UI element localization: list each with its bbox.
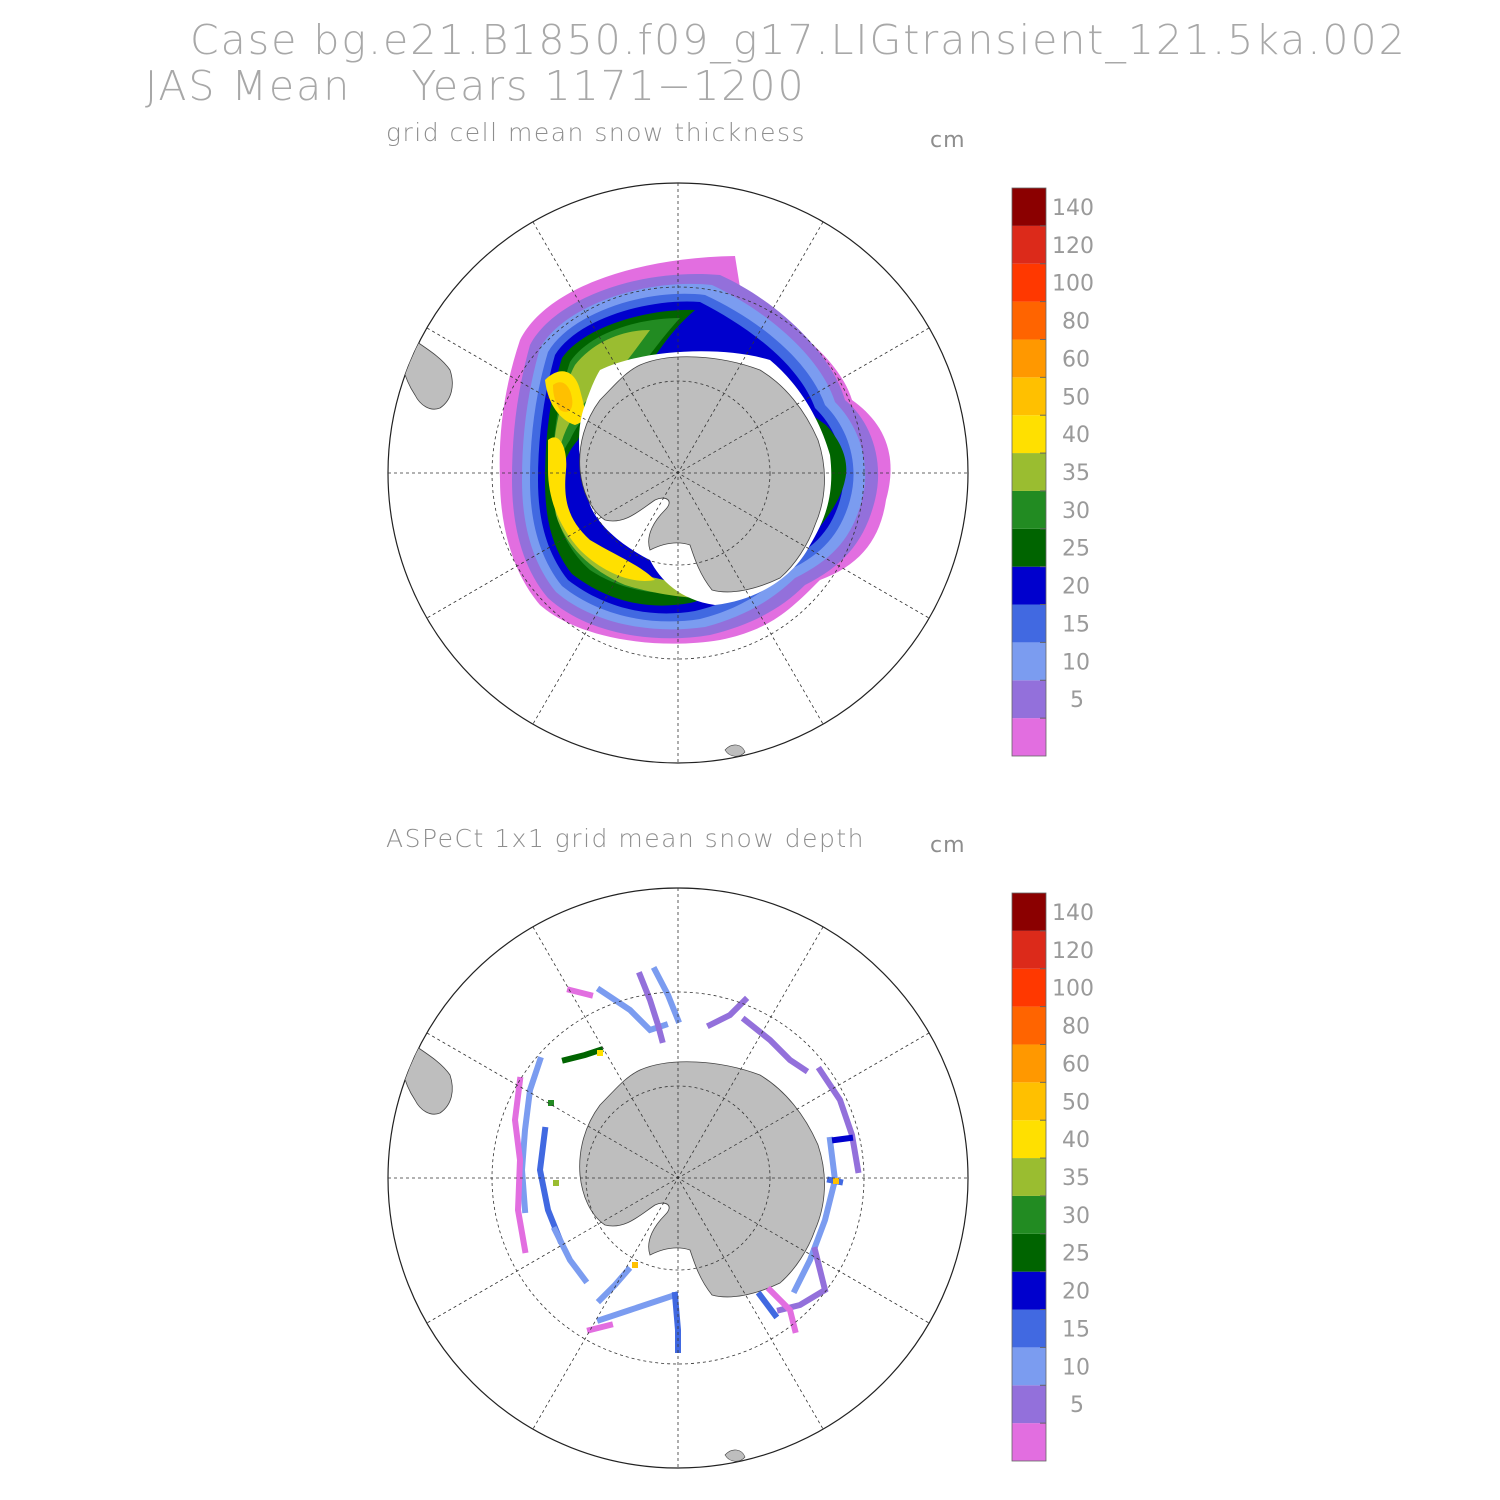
colorbar-label: 15 xyxy=(1062,1317,1090,1342)
band-50-b xyxy=(548,437,655,581)
colorbar-label: 40 xyxy=(1062,423,1090,448)
colorbar-swatch xyxy=(1012,718,1046,756)
colorbar-swatch xyxy=(1012,680,1046,719)
colorbar-label: 10 xyxy=(1062,1355,1090,1380)
colorbar-swatch xyxy=(1012,604,1046,643)
colorbar-label: 20 xyxy=(1062,575,1090,600)
panel2-unit: cm xyxy=(930,833,966,858)
colorbar-swatch xyxy=(1012,339,1046,378)
colorbar-swatch xyxy=(1012,528,1046,567)
colorbar-swatch xyxy=(1012,1309,1046,1348)
colorbar-label: 25 xyxy=(1062,537,1090,562)
colorbar-label: 30 xyxy=(1062,1204,1090,1229)
band-60 xyxy=(553,382,573,412)
colorbar-swatch xyxy=(1012,377,1046,416)
colorbar-label: 20 xyxy=(1062,1280,1090,1305)
colorbar-label: 140 xyxy=(1052,901,1094,926)
graticule xyxy=(388,183,968,763)
colorbar-swatch xyxy=(1012,1271,1046,1310)
colorbar-label: 120 xyxy=(1052,939,1094,964)
colorbar-swatch xyxy=(1012,225,1046,264)
aspect-observation-tracks xyxy=(399,965,862,1462)
colorbar-label: 100 xyxy=(1052,977,1094,1002)
colorbar-swatch xyxy=(1012,930,1046,969)
colorbar-label: 5 xyxy=(1070,688,1084,713)
panel1-title: grid cell mean snow thickness xyxy=(386,118,807,147)
colorbar-1: 5 10 15 20 25 30 35 40 50 60 80 100 120 140 xyxy=(1011,187,1094,757)
high-value-points xyxy=(548,1050,839,1268)
colorbar-swatch xyxy=(1012,301,1046,340)
colorbar-swatch xyxy=(1012,1082,1046,1121)
colorbar-swatch xyxy=(1012,263,1046,302)
colorbar-label: 15 xyxy=(1062,612,1090,637)
colorbar-frame xyxy=(1011,187,1047,757)
graticule xyxy=(388,888,968,1468)
colorbar-frame xyxy=(1011,892,1047,1462)
panel1-unit: cm xyxy=(930,128,966,153)
colorbar-label: 40 xyxy=(1062,1128,1090,1153)
snow-thickness-field xyxy=(399,256,891,757)
period-title: JAS Mean Years 1171−1200 xyxy=(145,62,806,110)
map-panel-2 xyxy=(387,887,969,1469)
colorbar-swatch xyxy=(1012,1385,1046,1424)
antarctica-land xyxy=(579,356,825,593)
colorbar-swatch xyxy=(1012,1006,1046,1045)
colorbar-swatch xyxy=(1012,490,1046,529)
colorbar-swatch xyxy=(1012,1120,1046,1159)
colorbar-swatch xyxy=(1012,893,1046,931)
colorbar-swatch xyxy=(1012,1195,1046,1234)
colorbar-label: 140 xyxy=(1052,196,1094,221)
colorbar-swatch xyxy=(1012,415,1046,454)
colorbar-label: 60 xyxy=(1062,1052,1090,1077)
colorbar-2: 5 10 15 20 25 30 35 40 50 60 80 100 120 140 xyxy=(1011,892,1094,1462)
colorbar-label: 30 xyxy=(1062,499,1090,524)
colorbar-label: 100 xyxy=(1052,272,1094,297)
colorbar-swatch xyxy=(1012,1233,1046,1272)
colorbar-label: 80 xyxy=(1062,1015,1090,1040)
colorbar-swatch xyxy=(1012,1423,1046,1461)
colorbar-label: 60 xyxy=(1062,347,1090,372)
colorbar-swatch xyxy=(1012,968,1046,1007)
colorbar-swatch xyxy=(1012,453,1046,491)
colorbar-label: 120 xyxy=(1052,234,1094,259)
case-title: Case bg.e21.B1850.f09_g17.LIGtransient_1… xyxy=(190,16,1407,64)
antarctica-land xyxy=(579,1061,825,1298)
colorbar-label: 10 xyxy=(1062,650,1090,675)
colorbar-swatch xyxy=(1012,1044,1046,1083)
colorbar-label: 35 xyxy=(1062,461,1090,486)
colorbar-label: 35 xyxy=(1062,1166,1090,1191)
panel2-title: ASPeCt 1x1 grid mean snow depth xyxy=(386,824,866,853)
colorbar-label: 50 xyxy=(1062,1090,1090,1115)
colorbar-label: 80 xyxy=(1062,310,1090,335)
island-1 xyxy=(724,1449,746,1462)
colorbar-label: 25 xyxy=(1062,1242,1090,1267)
colorbar-swatch xyxy=(1012,642,1046,681)
colorbar-swatch xyxy=(1012,188,1046,226)
colorbar-label: 50 xyxy=(1062,385,1090,410)
map-panel-1 xyxy=(387,182,969,764)
colorbar-swatch xyxy=(1012,566,1046,605)
colorbar-swatch xyxy=(1012,1347,1046,1386)
island-1 xyxy=(724,744,746,757)
colorbar-label: 5 xyxy=(1070,1393,1084,1418)
colorbar-swatch xyxy=(1012,1158,1046,1196)
